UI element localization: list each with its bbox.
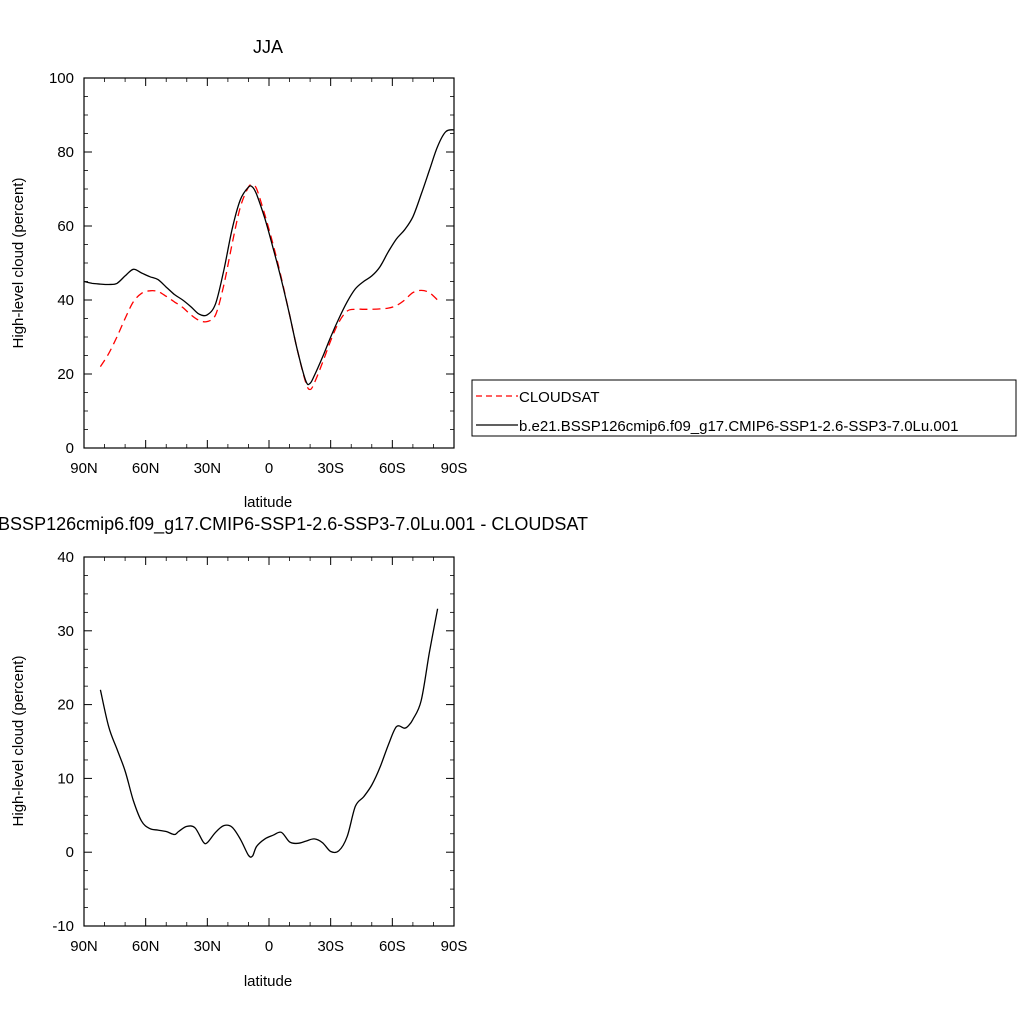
y-tick-label: 10 xyxy=(57,770,74,787)
y-tick-label: 0 xyxy=(66,440,74,457)
x-tick-label: 90S xyxy=(441,460,468,477)
y-tick-label: 20 xyxy=(57,697,74,714)
legend-label-model: b.e21.BSSP126cmip6.f09_g17.CMIP6-SSP1-2.… xyxy=(519,418,958,435)
bottom-chart-title: b.e21.BSSP126cmip6.f09_g17.CMIP6-SSP1-2.… xyxy=(0,514,588,535)
x-tick-label: 30S xyxy=(317,460,344,477)
bottom-x-axis-label: latitude xyxy=(244,973,292,990)
top-chart-title: JJA xyxy=(253,37,283,57)
y-tick-label: 40 xyxy=(57,292,74,309)
legend: CLOUDSAT b.e21.BSSP126cmip6.f09_g17.CMIP… xyxy=(471,379,1017,437)
x-tick-label: 60N xyxy=(132,938,160,955)
difference-series-line xyxy=(99,608,439,858)
legend-box xyxy=(471,379,1017,437)
y-tick-label: 100 xyxy=(49,70,74,87)
x-tick-label: 90N xyxy=(70,460,98,477)
y-tick-label: 40 xyxy=(57,549,74,566)
x-tick-label: 0 xyxy=(265,460,273,477)
bottom-y-axis-label: High-level cloud (percent) xyxy=(10,656,27,827)
y-tick-label: 30 xyxy=(57,623,74,640)
y-tick-label: 80 xyxy=(57,144,74,161)
cloudsat-series-line xyxy=(99,184,439,391)
x-tick-label: 90N xyxy=(70,938,98,955)
y-tick-label: 20 xyxy=(57,366,74,383)
bottom-panel: b.e21.BSSP126cmip6.f09_g17.CMIP6-SSP1-2.… xyxy=(0,514,588,990)
x-tick-label: 30N xyxy=(194,460,222,477)
x-tick-label: 60S xyxy=(379,938,406,955)
x-tick-label: 0 xyxy=(265,938,273,955)
top-panel: JJA 0 20 40 60 80 100 90N 60N 30N 0 30S 60S 90S lat… xyxy=(10,37,467,511)
x-tick-label: 30S xyxy=(317,938,344,955)
top-y-axis-label: High-level cloud (percent) xyxy=(10,178,27,349)
bottom-plot-frame xyxy=(83,556,455,927)
x-tick-label: 90S xyxy=(441,938,468,955)
y-tick-label: -10 xyxy=(52,918,74,935)
x-tick-label: 60N xyxy=(132,460,160,477)
x-tick-label: 30N xyxy=(194,938,222,955)
top-plot-frame xyxy=(83,77,455,449)
y-tick-label: 0 xyxy=(66,844,74,861)
y-tick-label: 60 xyxy=(57,218,74,235)
model-series-line xyxy=(83,129,455,386)
legend-label-cloudsat: CLOUDSAT xyxy=(519,389,600,406)
x-tick-label: 60S xyxy=(379,460,406,477)
top-x-axis-label: latitude xyxy=(244,494,292,511)
